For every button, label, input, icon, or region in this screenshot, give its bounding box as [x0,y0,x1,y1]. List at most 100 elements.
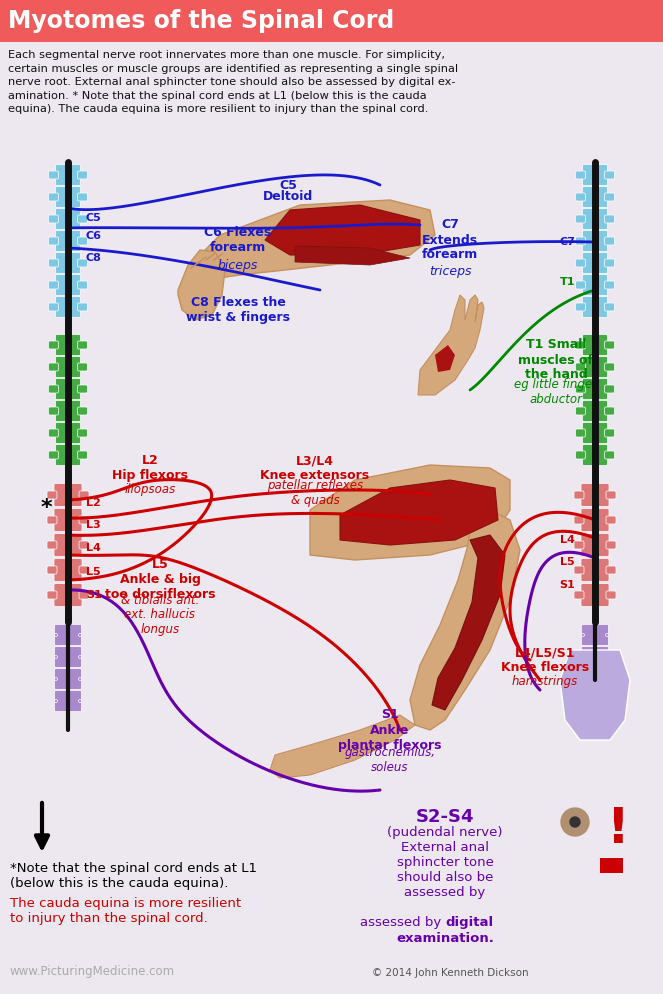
FancyBboxPatch shape [583,379,607,400]
FancyBboxPatch shape [605,171,615,179]
FancyBboxPatch shape [583,422,607,443]
FancyBboxPatch shape [54,509,82,532]
FancyBboxPatch shape [48,259,58,267]
FancyBboxPatch shape [79,491,89,499]
FancyBboxPatch shape [78,215,88,223]
Text: L4/L5/S1
Knee flexors: L4/L5/S1 Knee flexors [501,646,589,674]
FancyBboxPatch shape [78,303,88,311]
FancyBboxPatch shape [581,655,585,658]
FancyBboxPatch shape [605,215,615,223]
FancyBboxPatch shape [54,534,82,557]
FancyBboxPatch shape [56,422,80,443]
FancyBboxPatch shape [581,559,609,581]
Text: L5: L5 [86,567,101,577]
FancyBboxPatch shape [575,281,585,289]
FancyBboxPatch shape [605,237,615,245]
Polygon shape [195,200,435,280]
Text: & tibialis ant.
ext. hallucis
longus: & tibialis ant. ext. hallucis longus [121,593,199,636]
Text: C6: C6 [86,231,102,241]
FancyBboxPatch shape [78,259,88,267]
FancyBboxPatch shape [78,633,82,636]
FancyBboxPatch shape [79,566,89,574]
Circle shape [570,817,580,827]
FancyBboxPatch shape [581,534,609,557]
FancyBboxPatch shape [575,429,585,437]
FancyBboxPatch shape [583,335,607,356]
FancyBboxPatch shape [581,483,609,507]
Text: www.PicturingMedicine.com: www.PicturingMedicine.com [10,965,175,978]
FancyBboxPatch shape [56,379,80,400]
FancyBboxPatch shape [79,591,89,599]
FancyBboxPatch shape [54,624,82,645]
FancyBboxPatch shape [47,591,57,599]
Text: Myotomes of the Spinal Cord: Myotomes of the Spinal Cord [8,9,394,33]
FancyBboxPatch shape [78,655,82,658]
FancyBboxPatch shape [606,541,616,549]
Text: C5: C5 [279,179,297,192]
FancyBboxPatch shape [56,187,80,208]
FancyBboxPatch shape [581,624,609,645]
FancyBboxPatch shape [54,559,82,581]
FancyBboxPatch shape [56,231,80,251]
FancyBboxPatch shape [574,566,584,574]
FancyBboxPatch shape [606,566,616,574]
FancyBboxPatch shape [605,407,615,415]
FancyBboxPatch shape [54,678,58,681]
FancyBboxPatch shape [48,193,58,201]
FancyBboxPatch shape [575,215,585,223]
Text: C5: C5 [86,213,101,223]
Polygon shape [418,295,484,395]
FancyBboxPatch shape [605,429,615,437]
FancyBboxPatch shape [56,444,80,465]
Text: gastrocnemius,
soleus: gastrocnemius, soleus [345,746,436,774]
FancyBboxPatch shape [56,401,80,421]
FancyBboxPatch shape [47,566,57,574]
FancyBboxPatch shape [78,341,88,349]
Text: triceps: triceps [429,265,471,278]
FancyBboxPatch shape [606,491,616,499]
Text: patellar reflexes
& quads: patellar reflexes & quads [267,479,363,507]
FancyBboxPatch shape [56,209,80,230]
FancyBboxPatch shape [56,252,80,273]
FancyBboxPatch shape [605,678,609,681]
Polygon shape [265,205,420,255]
Text: C7: C7 [559,237,575,247]
Text: S1: S1 [560,580,575,590]
Text: © 2014 John Kenneth Dickson: © 2014 John Kenneth Dickson [372,968,528,978]
FancyBboxPatch shape [574,541,584,549]
FancyBboxPatch shape [56,357,80,378]
Text: digital: digital [445,916,493,929]
Polygon shape [295,246,410,265]
FancyBboxPatch shape [581,583,609,606]
FancyBboxPatch shape [48,281,58,289]
FancyBboxPatch shape [78,700,82,703]
FancyBboxPatch shape [583,401,607,421]
FancyBboxPatch shape [581,509,609,532]
FancyBboxPatch shape [54,691,82,712]
Text: Each segmental nerve root innervates more than one muscle. For simplicity,
certa: Each segmental nerve root innervates mor… [8,50,458,114]
FancyBboxPatch shape [605,193,615,201]
Polygon shape [340,480,498,545]
FancyBboxPatch shape [56,274,80,295]
Text: hamstrings: hamstrings [512,676,578,689]
FancyBboxPatch shape [54,700,58,703]
FancyBboxPatch shape [78,407,88,415]
FancyBboxPatch shape [575,451,585,459]
FancyBboxPatch shape [583,357,607,378]
FancyBboxPatch shape [574,516,584,524]
FancyBboxPatch shape [605,259,615,267]
FancyBboxPatch shape [79,541,89,549]
FancyBboxPatch shape [47,516,57,524]
FancyBboxPatch shape [48,341,58,349]
Text: S1
Ankle
plantar flexors: S1 Ankle plantar flexors [338,709,442,751]
Polygon shape [178,250,225,320]
FancyBboxPatch shape [54,669,82,690]
FancyBboxPatch shape [575,193,585,201]
FancyBboxPatch shape [48,363,58,371]
Text: C7
Extends
forearm: C7 Extends forearm [422,219,478,261]
FancyBboxPatch shape [574,491,584,499]
FancyBboxPatch shape [574,591,584,599]
FancyBboxPatch shape [583,444,607,465]
FancyBboxPatch shape [54,646,82,668]
FancyBboxPatch shape [575,171,585,179]
